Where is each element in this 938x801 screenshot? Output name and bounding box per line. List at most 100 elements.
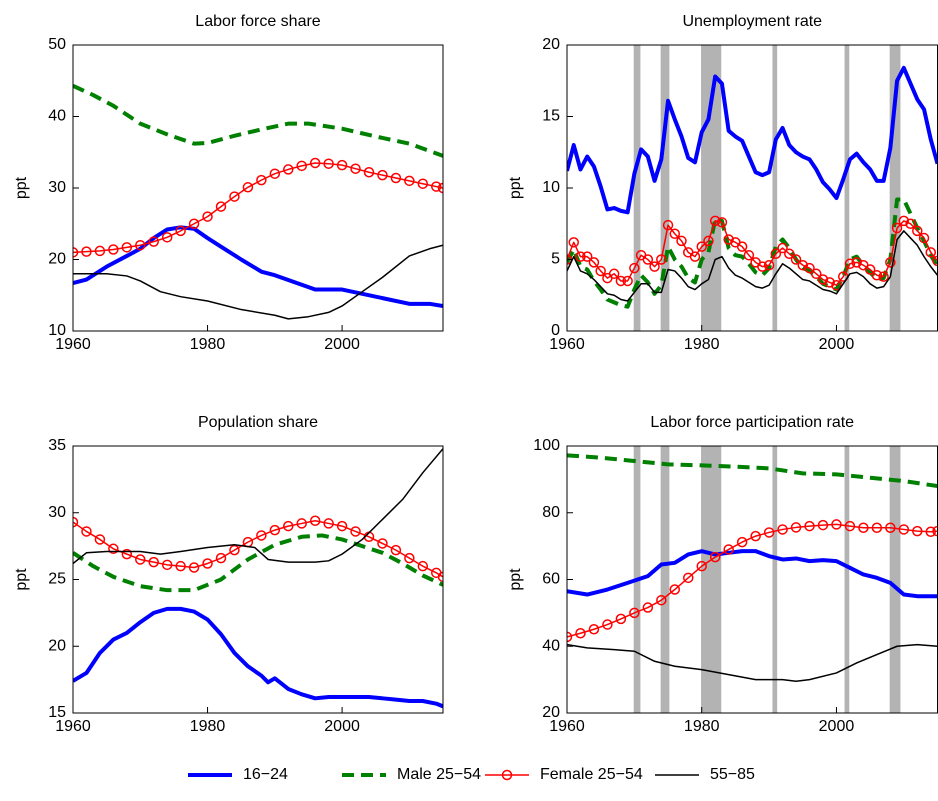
series-line	[567, 549, 938, 599]
series-marker	[622, 275, 633, 287]
series-marker	[925, 247, 937, 258]
legend-label: Male 25−54	[397, 766, 481, 783]
series-marker	[229, 191, 240, 202]
series-marker	[784, 248, 795, 260]
series-marker	[94, 245, 106, 257]
series-marker	[568, 237, 579, 248]
x-tick-label: 1980	[684, 718, 720, 735]
legend-label: Female 25−54	[540, 766, 643, 783]
legend-marker	[501, 769, 513, 781]
series-marker	[676, 235, 687, 247]
series-marker	[437, 182, 443, 194]
series-marker	[736, 241, 748, 252]
series-marker	[229, 544, 240, 556]
series-line	[567, 643, 938, 683]
series-marker	[81, 526, 92, 537]
recession-band	[772, 45, 778, 331]
plot-area	[73, 448, 443, 709]
series-marker	[202, 211, 213, 222]
y-tick-label: 20	[542, 704, 560, 721]
series-marker	[912, 225, 923, 237]
x-tick-label: 2000	[324, 718, 360, 735]
series-line	[567, 230, 938, 302]
chart-title: Unemployment rate	[682, 13, 822, 30]
series-marker	[757, 261, 768, 272]
series-marker	[696, 560, 707, 572]
series-marker	[135, 239, 146, 251]
series-marker	[703, 235, 714, 247]
series-marker	[575, 251, 586, 262]
series-marker	[932, 255, 938, 267]
series-marker	[73, 247, 79, 258]
series-marker	[858, 522, 869, 534]
chart-title: Population share	[198, 414, 318, 431]
series-line	[73, 448, 443, 565]
series-marker	[689, 251, 701, 262]
series-marker	[608, 268, 620, 280]
recession-band	[660, 446, 670, 713]
series-marker	[925, 526, 937, 538]
series-marker	[871, 269, 883, 281]
series-marker	[363, 167, 375, 178]
y-tick-label: 15	[542, 108, 560, 125]
series-marker	[770, 248, 782, 260]
recession-band	[844, 446, 850, 713]
series-line	[567, 65, 938, 215]
series-marker	[898, 524, 910, 535]
plot-area	[567, 446, 938, 713]
series-marker	[323, 518, 334, 529]
series-marker	[615, 275, 627, 287]
series-marker	[336, 520, 348, 532]
series-marker	[296, 160, 307, 172]
series-marker	[256, 530, 267, 541]
series-marker	[777, 524, 788, 535]
y-axis-label: ppt	[507, 176, 524, 199]
series-marker	[269, 524, 281, 536]
series-marker	[831, 279, 842, 291]
series-marker	[350, 163, 361, 174]
y-tick-label: 15	[48, 704, 66, 721]
series-marker	[188, 562, 200, 573]
series-marker	[121, 242, 133, 253]
series-marker	[683, 572, 694, 584]
series-marker	[750, 530, 761, 542]
y-axis-label: ppt	[13, 568, 30, 591]
series-marker	[810, 268, 822, 280]
recession-band	[889, 45, 901, 331]
series-marker	[73, 516, 79, 528]
series-line	[567, 453, 938, 489]
recession-band	[701, 45, 722, 331]
series-marker	[696, 241, 707, 252]
y-tick-label: 20	[542, 36, 560, 53]
series-line	[73, 244, 443, 320]
series-marker	[898, 215, 910, 227]
series-marker	[763, 259, 775, 271]
series-marker	[567, 631, 573, 643]
series-marker	[431, 181, 442, 192]
y-tick-label: 80	[542, 504, 560, 521]
series-line	[73, 533, 443, 593]
series-marker	[905, 218, 916, 229]
series-marker	[844, 520, 856, 532]
series-marker	[817, 519, 829, 531]
axes-box	[566, 44, 938, 332]
series-marker	[891, 222, 903, 234]
x-tick-label: 1960	[55, 336, 91, 353]
series-marker	[437, 571, 443, 583]
series-marker	[309, 157, 321, 169]
recession-band	[772, 446, 778, 713]
series-marker	[790, 254, 802, 265]
series-marker	[669, 228, 681, 240]
series-marker	[309, 515, 321, 527]
series-marker	[377, 538, 388, 549]
x-tick-label: 2000	[324, 336, 360, 353]
series-marker	[175, 225, 186, 237]
y-tick-label: 30	[48, 504, 66, 521]
series-marker	[629, 262, 640, 274]
recession-band	[889, 446, 901, 713]
series-marker	[390, 172, 402, 184]
series-marker	[817, 274, 829, 285]
series-marker	[602, 619, 613, 630]
series-marker	[615, 613, 627, 625]
y-tick-label: 60	[542, 571, 560, 588]
